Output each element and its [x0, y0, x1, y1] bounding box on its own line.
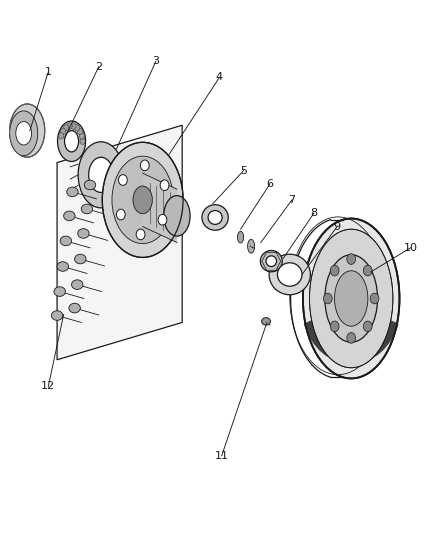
Ellipse shape: [54, 287, 65, 296]
Text: 9: 9: [333, 222, 340, 231]
Ellipse shape: [69, 303, 80, 313]
Ellipse shape: [51, 311, 63, 320]
Ellipse shape: [140, 160, 149, 171]
Ellipse shape: [81, 204, 92, 214]
Text: 1: 1: [45, 67, 52, 77]
Ellipse shape: [363, 265, 371, 276]
Polygon shape: [57, 125, 182, 360]
Ellipse shape: [79, 133, 84, 139]
Ellipse shape: [80, 138, 85, 144]
Ellipse shape: [160, 180, 169, 191]
Ellipse shape: [329, 321, 338, 332]
Polygon shape: [142, 173, 177, 243]
Ellipse shape: [268, 254, 310, 295]
Text: 4: 4: [215, 72, 223, 82]
Ellipse shape: [324, 255, 377, 342]
Ellipse shape: [63, 125, 68, 131]
Ellipse shape: [309, 229, 392, 368]
Ellipse shape: [74, 254, 86, 264]
Ellipse shape: [237, 231, 243, 243]
Ellipse shape: [208, 211, 222, 224]
Ellipse shape: [334, 271, 367, 326]
Ellipse shape: [10, 104, 45, 157]
Ellipse shape: [346, 333, 355, 343]
Ellipse shape: [67, 187, 78, 197]
Ellipse shape: [201, 205, 228, 230]
Ellipse shape: [102, 142, 183, 257]
Text: 10: 10: [403, 243, 417, 253]
Ellipse shape: [77, 128, 82, 134]
Text: 12: 12: [41, 382, 55, 391]
Text: 2: 2: [95, 62, 102, 71]
Ellipse shape: [60, 128, 66, 134]
Ellipse shape: [133, 186, 152, 214]
Ellipse shape: [329, 265, 338, 276]
Ellipse shape: [260, 251, 282, 272]
Ellipse shape: [59, 133, 64, 139]
Ellipse shape: [363, 321, 371, 332]
Text: 11: 11: [214, 451, 228, 461]
Ellipse shape: [323, 293, 332, 304]
Ellipse shape: [10, 111, 38, 156]
Ellipse shape: [74, 125, 80, 131]
Wedge shape: [303, 303, 398, 364]
Ellipse shape: [71, 123, 76, 129]
Ellipse shape: [88, 157, 113, 192]
Ellipse shape: [57, 262, 68, 271]
Ellipse shape: [163, 196, 190, 236]
Ellipse shape: [265, 256, 276, 266]
Ellipse shape: [247, 239, 254, 253]
Ellipse shape: [78, 229, 89, 238]
Ellipse shape: [71, 280, 83, 289]
Ellipse shape: [136, 229, 145, 240]
Ellipse shape: [84, 180, 95, 190]
Text: 7: 7: [288, 195, 295, 205]
Ellipse shape: [302, 219, 399, 378]
Ellipse shape: [64, 131, 78, 152]
Ellipse shape: [67, 123, 72, 129]
Text: 8: 8: [310, 208, 317, 218]
Ellipse shape: [112, 156, 173, 244]
Text: 6: 6: [266, 179, 273, 189]
Ellipse shape: [78, 142, 124, 208]
Ellipse shape: [64, 211, 75, 221]
Ellipse shape: [60, 236, 71, 246]
Ellipse shape: [346, 254, 355, 264]
Ellipse shape: [57, 121, 85, 161]
Text: 3: 3: [152, 56, 159, 66]
Text: 5: 5: [240, 166, 247, 175]
Ellipse shape: [369, 293, 378, 304]
Ellipse shape: [118, 175, 127, 185]
Ellipse shape: [16, 122, 32, 145]
Ellipse shape: [116, 209, 125, 220]
Ellipse shape: [158, 214, 166, 225]
Ellipse shape: [277, 263, 301, 286]
Ellipse shape: [261, 318, 270, 325]
Ellipse shape: [18, 117, 36, 144]
